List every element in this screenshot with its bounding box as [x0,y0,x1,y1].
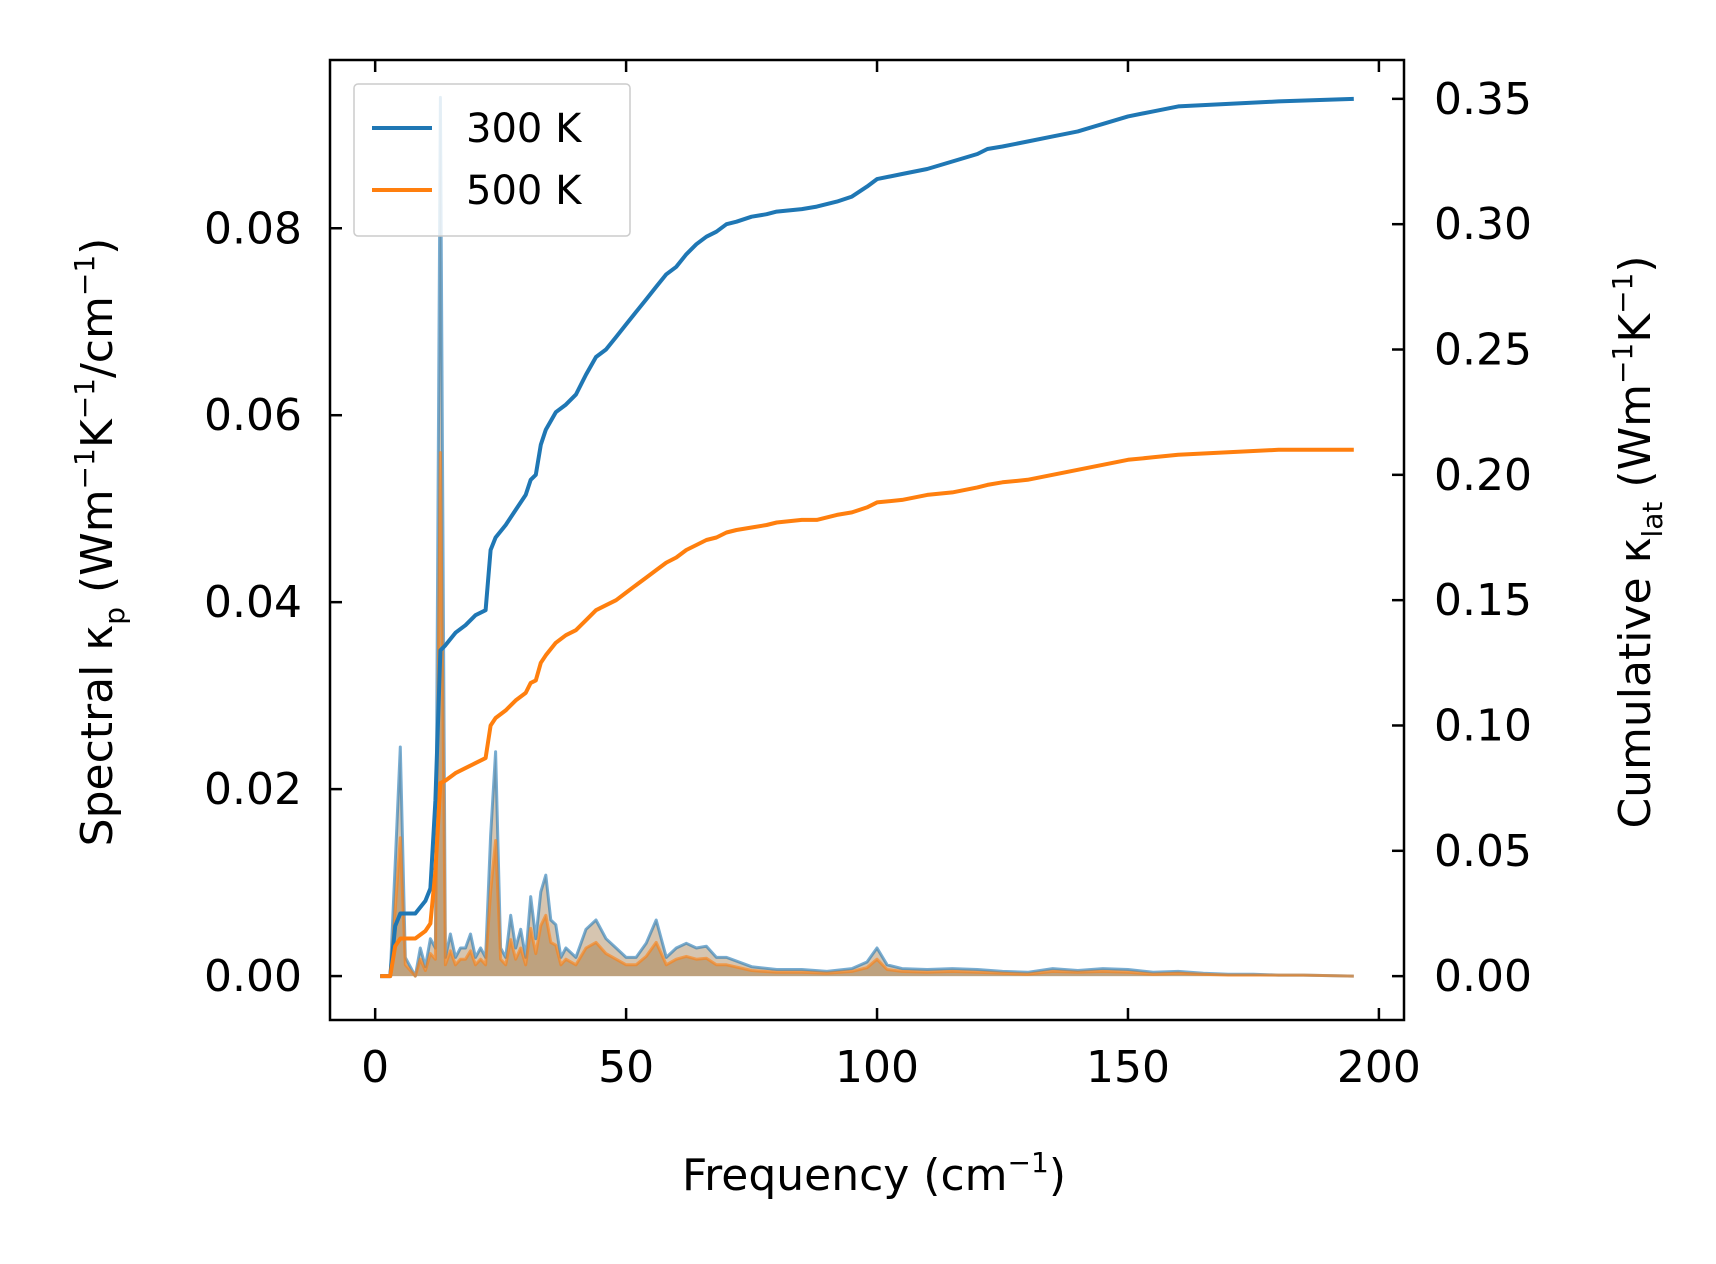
ticks-layer: 0 50 100 150 200 0.00 0.02 0.04 0.06 0.08 0.00 0.05… [204,60,1532,1093]
y-right-tick-label: 0.20 [1434,450,1532,501]
y-right-tick-label: 0.35 [1434,74,1532,125]
y-axis-left-label: Spectral κp (Wm−1K−1/cm−1) [68,238,131,847]
y-left-tick-label: 0.06 [204,390,302,441]
plot-frame [328,58,1406,1022]
y-left-tick-label: 0.04 [204,577,302,628]
legend-label-300k: 300 K [466,106,583,152]
spectral-line-500k [380,451,1354,978]
x-tick-label: 200 [1337,1042,1421,1093]
legend-label-500k: 500 K [466,168,583,214]
spectral-line-300k [380,95,1354,978]
spectral-layer [380,95,1354,978]
y-right-tick-label: 0.25 [1434,325,1532,376]
y-left-tick-label: 0.08 [204,203,302,254]
y-axis-right-label: Cumulative κlat (Wm−1K−1) [1606,255,1669,828]
x-tick-label: 50 [598,1042,654,1093]
legend: 300 K 500 K [353,83,631,237]
x-tick-label: 100 [835,1042,919,1093]
x-tick-label: 0 [361,1042,389,1093]
cumulative-layer [380,96,1354,979]
y-right-tick-label: 0.10 [1434,700,1532,751]
y-right-tick-label: 0.05 [1434,826,1532,877]
y-right-tick-label: 0.15 [1434,575,1532,626]
y-left-tick-label: 0.02 [204,764,302,815]
cumulative-line-300k [380,96,1354,979]
cumulative-line-500k [380,447,1354,979]
y-right-tick-label: 0.30 [1434,199,1532,250]
x-axis-label: Frequency (cm−1) [682,1146,1066,1201]
x-tick-label: 150 [1086,1042,1170,1093]
spectral-fill-500k [380,452,1354,977]
legend-box [353,83,631,237]
y-right-tick-label: 0.00 [1434,951,1532,1002]
y-left-tick-label: 0.00 [204,951,302,1002]
